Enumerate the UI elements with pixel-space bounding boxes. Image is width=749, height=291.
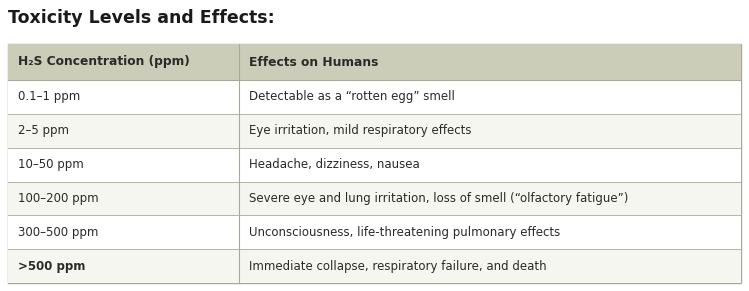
Text: Immediate collapse, respiratory failure, and death: Immediate collapse, respiratory failure,… <box>249 260 547 273</box>
Text: Toxicity Levels and Effects:: Toxicity Levels and Effects: <box>8 9 275 27</box>
Text: Unconsciousness, life-threatening pulmonary effects: Unconsciousness, life-threatening pulmon… <box>249 226 560 239</box>
Text: 0.1–1 ppm: 0.1–1 ppm <box>18 91 80 103</box>
Text: Severe eye and lung irritation, loss of smell (“olfactory fatigue”): Severe eye and lung irritation, loss of … <box>249 192 628 205</box>
Bar <box>8 249 741 283</box>
Text: Eye irritation, mild respiratory effects: Eye irritation, mild respiratory effects <box>249 124 471 137</box>
Text: >500 ppm: >500 ppm <box>18 260 85 273</box>
Text: Detectable as a “rotten egg” smell: Detectable as a “rotten egg” smell <box>249 91 455 103</box>
Bar <box>8 182 741 215</box>
Bar <box>8 44 741 80</box>
Bar <box>8 80 741 114</box>
Text: Effects on Humans: Effects on Humans <box>249 56 378 68</box>
Bar <box>8 114 741 148</box>
Text: H₂S Concentration (ppm): H₂S Concentration (ppm) <box>18 56 189 68</box>
Text: 300–500 ppm: 300–500 ppm <box>18 226 98 239</box>
Text: 10–50 ppm: 10–50 ppm <box>18 158 84 171</box>
Text: 2–5 ppm: 2–5 ppm <box>18 124 69 137</box>
Bar <box>8 44 741 283</box>
Text: 100–200 ppm: 100–200 ppm <box>18 192 99 205</box>
Bar <box>8 215 741 249</box>
Bar <box>8 148 741 182</box>
Text: Headache, dizziness, nausea: Headache, dizziness, nausea <box>249 158 419 171</box>
